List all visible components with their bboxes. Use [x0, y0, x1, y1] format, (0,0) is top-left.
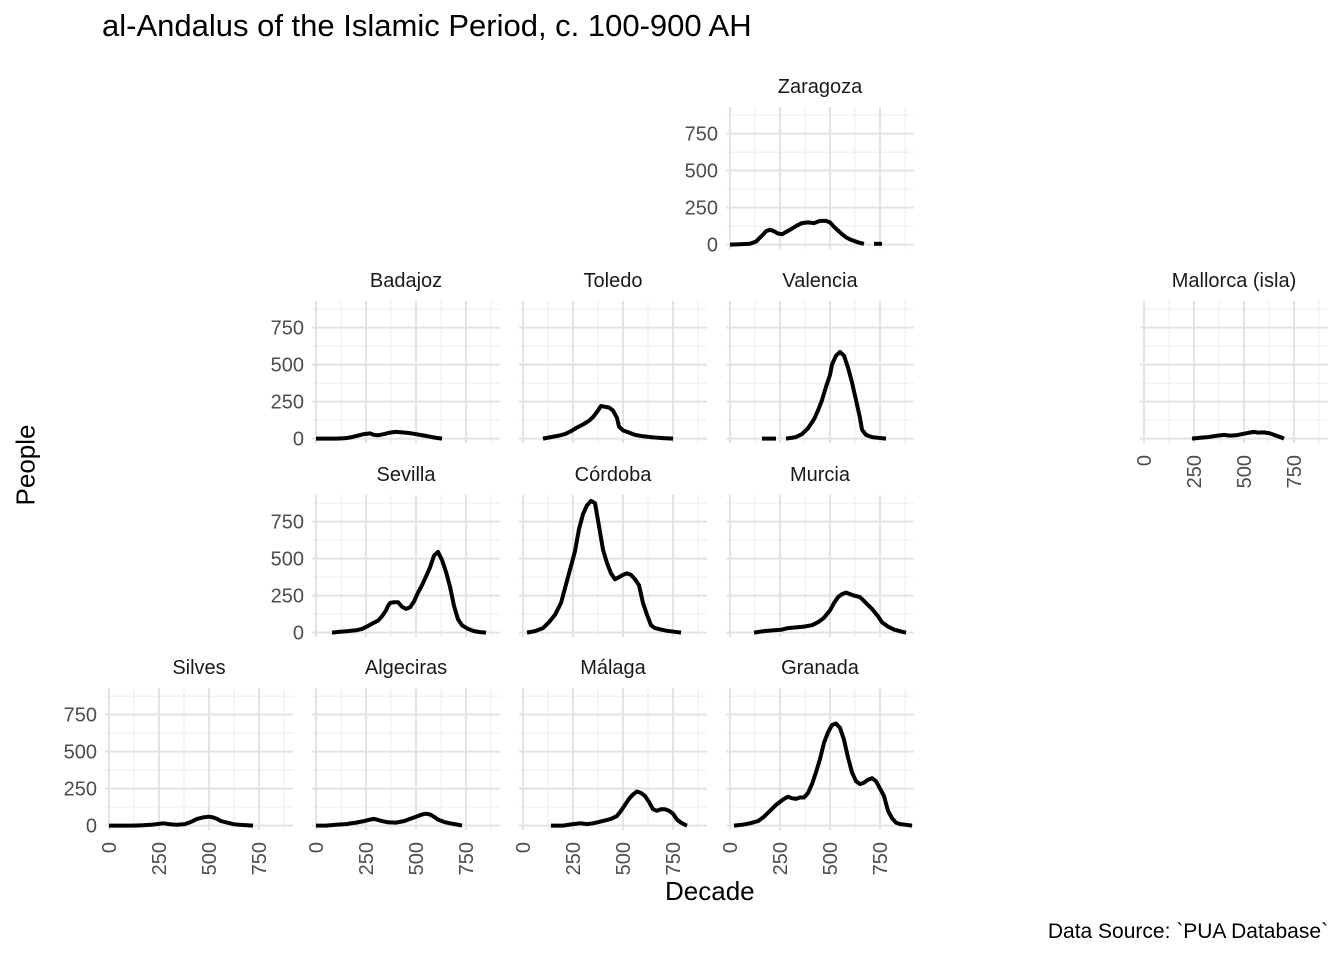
y-tick-label: 500: [64, 742, 97, 764]
chart-title: al-Andalus of the Islamic Period, c. 100…: [102, 8, 752, 43]
facet-label-toledo: Toledo: [584, 270, 643, 292]
facet-label-silves: Silves: [172, 657, 225, 679]
x-tick-label: 750: [870, 842, 892, 875]
x-tick-label: 250: [1184, 455, 1206, 488]
y-tick-label: 750: [64, 705, 97, 727]
facet-label-zaragoza: Zaragoza: [778, 76, 863, 98]
series-line-murcia: [753, 590, 907, 635]
x-tick-label: 750: [1284, 455, 1306, 488]
x-tick-label: 750: [663, 842, 685, 875]
y-tick-label: 500: [271, 355, 304, 377]
y-tick-label: 750: [271, 318, 304, 340]
x-tick-label: 500: [199, 842, 221, 875]
facet-label-mallorca-isla: Mallorca (isla): [1172, 270, 1296, 292]
y-tick-label: 250: [64, 779, 97, 801]
series-line-silves: [109, 814, 254, 828]
series-line-mallorca-isla: [1191, 429, 1285, 441]
series-line-c-rdoba: [526, 498, 682, 635]
facet-label-badajoz: Badajoz: [370, 270, 442, 292]
facet-label-c-rdoba: Córdoba: [575, 464, 653, 486]
y-tick-label: 0: [86, 816, 97, 838]
x-tick-label: 0: [513, 842, 535, 853]
data-source-caption: Data Source: `PUA Database`: [1047, 920, 1328, 943]
facet-label-granada: Granada: [781, 657, 860, 679]
series-line-m-laga: [551, 789, 688, 828]
y-tick-label: 500: [271, 549, 304, 571]
y-tick-label: 750: [685, 124, 718, 146]
facet-label-sevilla: Sevilla: [377, 464, 437, 486]
x-tick-label: 500: [1234, 455, 1256, 488]
y-tick-label: 750: [271, 512, 304, 534]
x-tick-label: 750: [249, 842, 271, 875]
facet-label-valencia: Valencia: [782, 270, 858, 292]
series-line-toledo: [542, 404, 674, 441]
series-line-sevilla: [331, 549, 487, 635]
x-tick-label: 0: [99, 842, 121, 853]
x-tick-label: 500: [406, 842, 428, 875]
x-tick-label: 500: [613, 842, 635, 875]
series-line-valencia: [785, 350, 887, 441]
x-tick-label: 250: [149, 842, 171, 875]
series-line-granada: [733, 721, 913, 828]
y-tick-label: 250: [271, 586, 304, 608]
x-tick-label: 250: [770, 842, 792, 875]
series-line-badajoz: [316, 429, 443, 441]
x-tick-label: 0: [720, 842, 742, 853]
y-tick-label: 500: [685, 161, 718, 183]
y-tick-label: 0: [293, 623, 304, 645]
y-tick-label: 250: [271, 392, 304, 414]
series-line-zaragoza: [729, 218, 865, 247]
y-tick-label: 0: [293, 429, 304, 451]
facet-label-m-laga: Málaga: [580, 657, 646, 679]
x-tick-label: 500: [820, 842, 842, 875]
facet-label-algeciras: Algeciras: [365, 657, 447, 679]
x-tick-label: 250: [356, 842, 378, 875]
y-tick-label: 250: [685, 198, 718, 220]
x-tick-label: 250: [563, 842, 585, 875]
y-tick-label: 0: [707, 235, 718, 257]
x-tick-label: 0: [306, 842, 328, 853]
x-tick-label: 0: [1134, 455, 1156, 466]
x-tick-label: 750: [456, 842, 478, 875]
series-line-algeciras: [316, 811, 463, 828]
x-axis-label: Decade: [665, 876, 755, 906]
facet-label-murcia: Murcia: [790, 464, 851, 486]
y-axis-label: People: [10, 424, 41, 506]
